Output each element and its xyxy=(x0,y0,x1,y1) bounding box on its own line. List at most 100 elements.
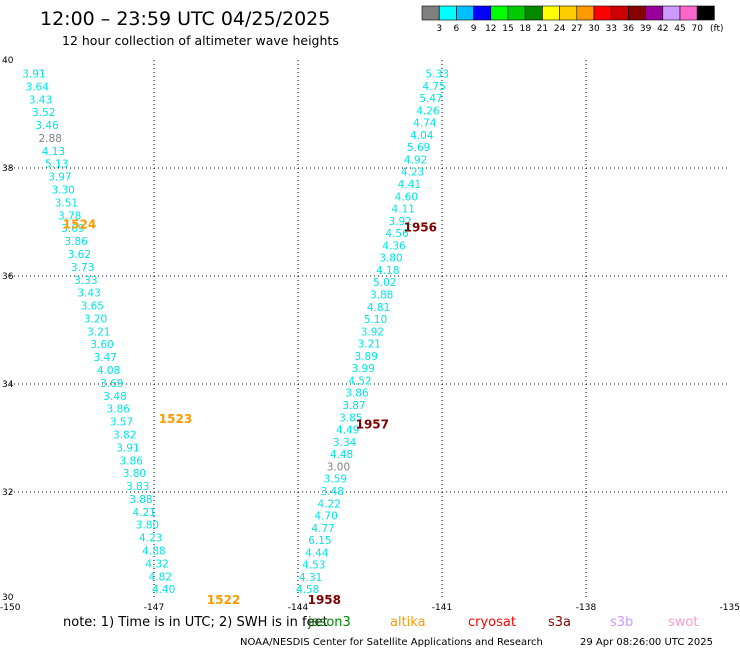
wave-height-label: 4.56 xyxy=(385,228,409,240)
wave-height-label: 4.21 xyxy=(132,507,155,519)
colorbar-swatch xyxy=(576,5,595,21)
wave-height-label: 4.77 xyxy=(311,523,334,535)
colorbar-swatch xyxy=(628,5,646,21)
wave-height-label: 5.13 xyxy=(45,159,68,171)
wave-height-label: 3.88 xyxy=(129,494,152,506)
lat-tick-label: 40 xyxy=(2,56,14,66)
colorbar-tick-label: 18 xyxy=(519,24,531,34)
wave-height-label: 3.86 xyxy=(120,455,144,467)
page-title: 12:00 – 23:59 UTC 04/25/2025 xyxy=(40,8,330,30)
wave-height-label: 3.88 xyxy=(370,290,393,302)
wave-height-label: 4.31 xyxy=(299,572,322,584)
wave-height-label: 3.80 xyxy=(136,520,159,532)
wave-height-label: 4.48 xyxy=(330,449,353,461)
map-axis-ticks: -150 -147 -144 -141 -138 -135 30 32 34 36 38 40 xyxy=(0,56,740,613)
wave-height-label: 3.33 xyxy=(74,275,97,287)
wave-height-label: 4.92 xyxy=(404,154,427,166)
wave-height-label: 4.36 xyxy=(382,240,406,252)
wave-height-label: 4.81 xyxy=(367,302,390,314)
colorbar-tick-label: 36 xyxy=(623,24,635,34)
lon-tick-label: -141 xyxy=(432,603,452,613)
wave-height-label: 4.82 xyxy=(149,571,172,583)
lon-tick-label: -150 xyxy=(0,603,21,613)
wave-height-label: 3.83 xyxy=(126,481,149,493)
pass-time-label: 1957 xyxy=(356,418,389,432)
wave-height-label: 3.21 xyxy=(87,326,110,338)
satellite-legend: jason3 altika cryosat s3a s3b swot xyxy=(307,615,698,630)
wave-height-label: 3.57 xyxy=(110,417,133,429)
wave-height-label: 3.65 xyxy=(81,301,104,313)
wave-height-label: 3.80 xyxy=(379,253,402,265)
colorbar-swatch xyxy=(662,5,681,21)
colorbar-tick-label: 45 xyxy=(674,24,685,34)
lon-tick-label: -135 xyxy=(720,603,740,613)
satellite-legend-s3b: s3b xyxy=(610,615,633,630)
lon-tick-label: -138 xyxy=(576,603,597,613)
wave-height-label: 3.48 xyxy=(321,486,344,498)
satellite-legend-cryosat: cryosat xyxy=(468,615,516,630)
wave-height-label: 4.53 xyxy=(302,560,325,572)
footer-note: note: 1) Time is in UTC; 2) SWH is in fe… xyxy=(63,615,328,630)
wave-height-label: 3.97 xyxy=(48,172,71,184)
satellite-track: 5.334.755.474.264.744.045.694.924.234.41… xyxy=(296,69,449,597)
wave-height-label: 3.21 xyxy=(358,339,381,351)
wave-height-label: 3.51 xyxy=(55,197,78,209)
wave-height-label: 3.30 xyxy=(51,185,74,197)
wave-height-label: 4.26 xyxy=(416,105,440,117)
colorbar-tick-label: 33 xyxy=(605,24,616,34)
wave-height-label: 4.11 xyxy=(392,204,415,216)
wave-height-label: 4.18 xyxy=(376,265,399,277)
wave-height-label: 3.91 xyxy=(22,69,45,81)
footer-credit: NOAA/NESDIS Center for Satellite Applica… xyxy=(240,637,543,648)
wave-height-label: 5.69 xyxy=(407,142,430,154)
colorbar-swatch xyxy=(507,5,526,21)
lat-tick-label: 32 xyxy=(2,488,13,498)
wave-height-label: 3.69 xyxy=(100,378,123,390)
colorbar-tick-label: 3 xyxy=(436,24,442,34)
wave-height-label: 3.73 xyxy=(71,262,94,274)
wave-height-label: 4.13 xyxy=(42,146,65,158)
footer-timestamp: 29 Apr 08:26:00 UTC 2025 xyxy=(580,637,713,648)
colorbar-tick-label: 30 xyxy=(588,24,600,34)
wave-height-label: 4.22 xyxy=(318,498,341,510)
wave-height-label: 3.85 xyxy=(339,412,362,424)
wave-height-label: 4.23 xyxy=(401,167,424,179)
wave-height-label: 3.60 xyxy=(90,339,113,351)
colorbar-swatch xyxy=(696,5,715,21)
wave-height-label: 3.64 xyxy=(26,81,50,93)
wave-height-label: 4.23 xyxy=(139,533,162,545)
pass-time-label: 1956 xyxy=(404,220,437,234)
wave-height-label: 3.20 xyxy=(84,313,107,325)
colorbar-swatch xyxy=(610,5,629,21)
wave-height-label: 3.43 xyxy=(29,94,52,106)
colorbar-tick-label: 24 xyxy=(554,24,566,34)
satellite-legend-altika: altika xyxy=(390,615,426,630)
pass-time-label: 1523 xyxy=(159,412,192,426)
colorbar-swatch xyxy=(559,5,578,21)
wave-height-label: 3.80 xyxy=(123,468,146,480)
colorbar-tick-label: 42 xyxy=(657,24,668,34)
wave-height-label: 3.87 xyxy=(342,400,365,412)
colorbar-tick-label: 70 xyxy=(691,24,703,34)
lon-tick-label: -144 xyxy=(288,603,309,613)
satellite-legend-swot: swot xyxy=(668,615,698,630)
lat-tick-label: 38 xyxy=(2,164,14,174)
wave-height-label: 5.10 xyxy=(364,314,387,326)
wave-height-label: 4.60 xyxy=(395,191,418,203)
colorbar-tick-label: 27 xyxy=(571,24,582,34)
colorbar-tick-label: 6 xyxy=(454,24,460,34)
wave-height-label: 3.86 xyxy=(345,388,369,400)
colorbar-unit: (ft) xyxy=(710,24,724,34)
wave-height-label: 3.52 xyxy=(32,107,55,119)
wave-height-label: 5.02 xyxy=(373,277,396,289)
wave-height-label: 3.59 xyxy=(324,474,347,486)
satellite-track: 3.913.643.433.523.462.884.135.133.973.30… xyxy=(22,69,175,597)
wave-height-label: 4.74 xyxy=(413,118,437,130)
colorbar-swatch xyxy=(593,5,612,21)
wave-height-label: 3.46 xyxy=(35,120,59,132)
colorbar-tick-label: 15 xyxy=(502,24,513,34)
wave-height-label: 3.91 xyxy=(116,442,139,454)
colorbar-swatch xyxy=(490,5,509,21)
page-subtitle: 12 hour collection of altimeter wave hei… xyxy=(62,33,339,48)
